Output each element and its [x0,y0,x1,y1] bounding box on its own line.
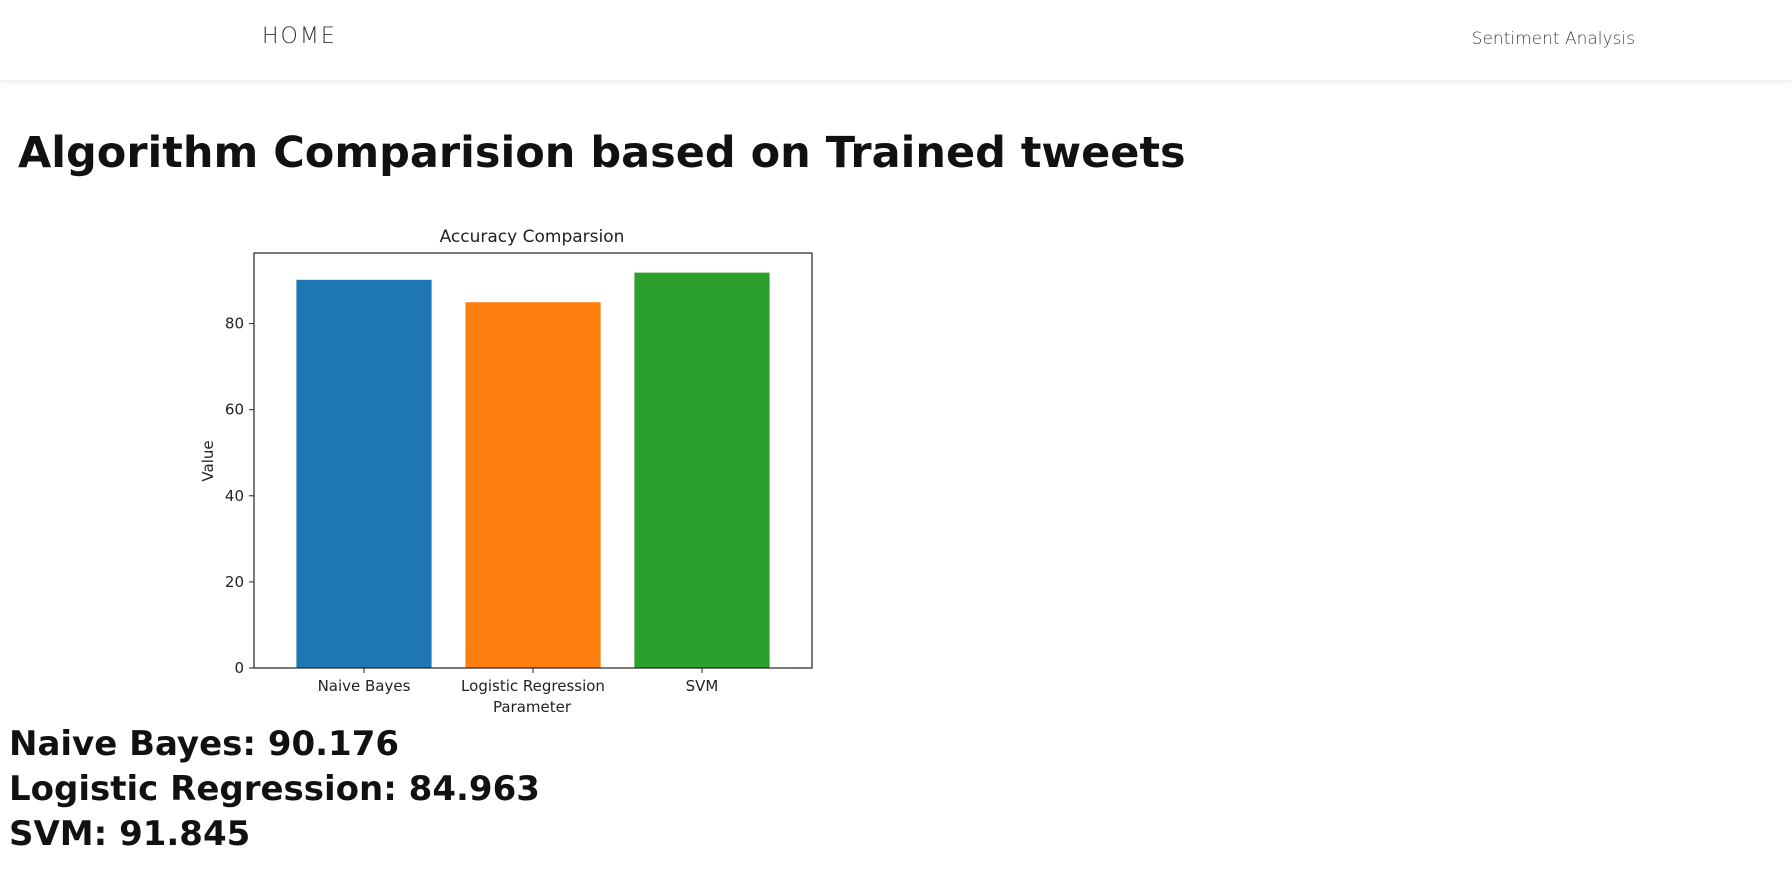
y-tick-label: 0 [234,659,244,677]
chart-xlabel: Parameter [493,698,572,716]
result-svm: SVM: 91.845 [9,814,251,854]
y-tick-label: 20 [225,573,244,591]
x-tick-label: Logistic Regression [461,677,605,695]
bar-naive-bayes [296,279,432,668]
chart-title: Accuracy Comparsion [440,227,625,247]
chart-ylabel: Value [199,440,217,481]
y-tick-label: 60 [225,401,244,419]
x-tick-label: Naive Bayes [318,677,411,695]
result-logistic-regression: Logistic Regression: 84.963 [9,769,540,809]
nav-home-link[interactable]: HOME [262,24,337,49]
bar-logistic-regression [465,302,601,668]
page-title: Algorithm Comparision based on Trained t… [18,128,1186,178]
x-tick-label: SVM [686,677,719,695]
top-navbar: HOME Sentiment Analysis [0,0,1792,81]
y-tick-label: 80 [225,315,244,333]
chart-plot-frame [253,252,813,669]
bar-svm [634,272,770,668]
results-list: Naive Bayes: 90.176 Logistic Regression: … [9,722,540,857]
chart-marks: Naive Bayes Logistic Regression SVM 0 20 40 60… [225,272,770,695]
y-tick-label: 40 [225,487,244,505]
result-naive-bayes: Naive Bayes: 90.176 [9,724,400,764]
nav-brand-link[interactable]: Sentiment Analysis [1471,29,1635,49]
